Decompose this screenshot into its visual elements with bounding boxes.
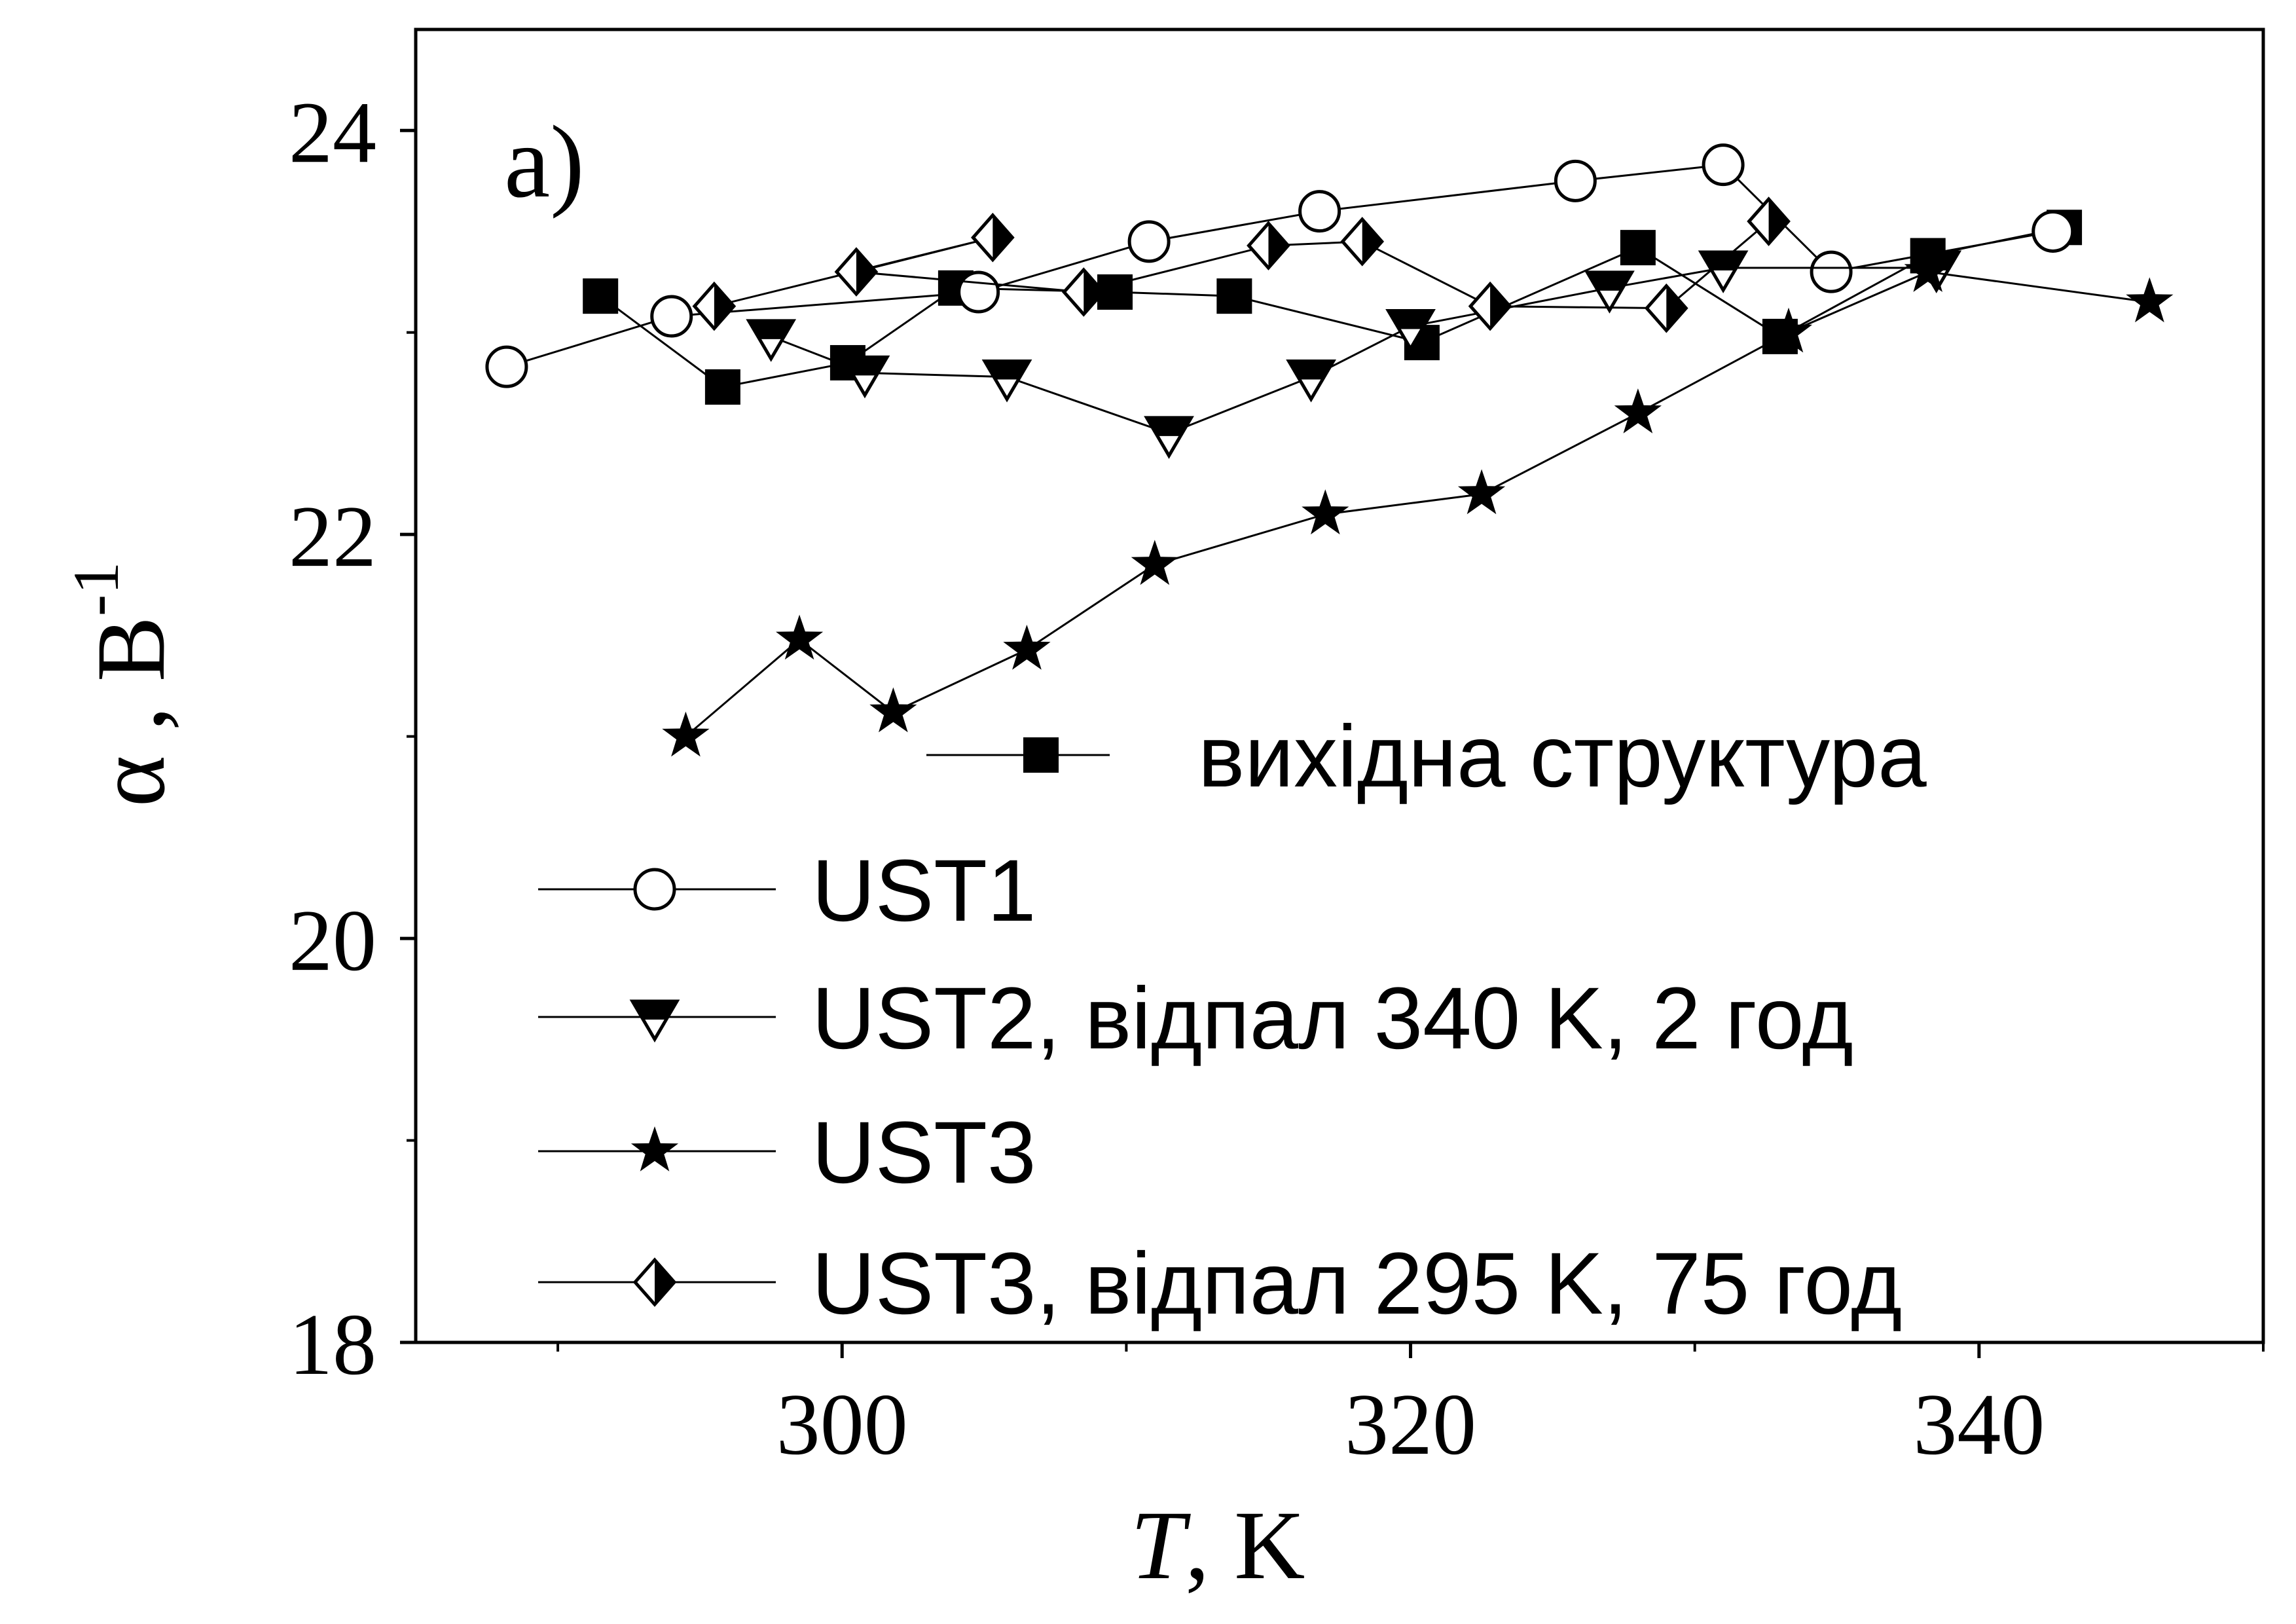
data-point (692, 281, 737, 331)
legend-marker (630, 1126, 679, 1172)
legend-label: UST3 (812, 1104, 1036, 1202)
data-point (839, 355, 890, 399)
legend-marker (629, 999, 680, 1043)
legend-entry: UST3, відпал 295 K, 75 год (538, 1235, 1902, 1333)
data-point (1061, 267, 1106, 317)
series-4 (662, 247, 2174, 757)
legend-label: UST3, відпал 295 K, 75 год (812, 1235, 1902, 1333)
data-point (485, 345, 528, 388)
panel-label: a) (504, 105, 585, 219)
data-point (970, 212, 1015, 263)
data-point (1644, 283, 1688, 333)
data-point (1286, 360, 1336, 403)
data-point (1340, 217, 1385, 267)
data-point (1127, 220, 1171, 263)
data-point (1003, 625, 1051, 670)
data-point (1764, 307, 1813, 353)
axes (400, 128, 2265, 1358)
data-point (869, 687, 917, 733)
series-2 (485, 143, 2075, 388)
legend-label: UST2, відпал 340 K, 2 год (812, 970, 1853, 1067)
x-tick-labels: 300 320 340 (776, 1376, 2045, 1473)
data-point (746, 319, 797, 362)
data-point (1457, 469, 1506, 515)
y-axis-separator: , (77, 682, 185, 756)
x-axis-symbol: T (1131, 1491, 1192, 1600)
legend-entry: UST1 (538, 842, 1036, 940)
data-point (1747, 196, 1791, 246)
data-point (583, 278, 619, 314)
data-point (1302, 489, 1349, 535)
x-axis-unit: , K (1185, 1491, 1305, 1600)
plot-frame (414, 28, 2265, 1344)
data-point (650, 295, 693, 338)
y-tick-label: 22 (289, 488, 376, 585)
data-point (1698, 250, 1749, 293)
data-point (957, 270, 1000, 314)
data-point (1298, 190, 1341, 233)
data-point (1131, 540, 1178, 585)
data-point (1216, 278, 1252, 314)
data-point (2032, 210, 2075, 253)
legend-entry: UST2, відпал 340 K, 2 год (538, 970, 1853, 1067)
series-layer (485, 143, 2174, 757)
data-point (1614, 388, 1662, 434)
x-tick-label: 340 (1913, 1376, 2045, 1473)
data-point (2126, 277, 2174, 323)
legend-marker (1023, 737, 1059, 773)
data-point (1554, 159, 1597, 202)
data-point (1247, 221, 1290, 270)
data-point (834, 247, 879, 297)
x-tick-label: 320 (1345, 1376, 1476, 1473)
y-tick-labels: 18 20 22 24 (289, 84, 376, 1393)
data-point (1385, 308, 1436, 352)
data-point (1468, 281, 1512, 331)
data-point (1702, 143, 1745, 187)
y-tick-label: 20 (289, 892, 376, 989)
x-axis-title: T, K (1131, 1491, 1305, 1600)
data-point (704, 369, 740, 405)
legend-marker (633, 868, 676, 911)
x-tick-label: 300 (776, 1376, 908, 1473)
legend-marker (632, 1257, 677, 1307)
legend: вихідна структура UST1 UST2, відпал 340 K,… (538, 708, 1927, 1333)
y-tick-label: 24 (289, 84, 376, 181)
y-axis-unit: В (77, 616, 185, 682)
y-axis-exponent: -1 (60, 562, 132, 616)
series-5 (692, 196, 1791, 333)
y-tick-label: 18 (289, 1296, 376, 1393)
data-point (662, 711, 710, 757)
data-point (1620, 230, 1656, 266)
y-axis-symbol: α (77, 756, 185, 807)
data-point (1144, 416, 1194, 459)
legend-entry: вихідна структура (926, 708, 1927, 805)
data-point (1810, 250, 1853, 293)
legend-label: UST1 (812, 842, 1036, 940)
data-point (1904, 247, 1952, 292)
data-point (776, 614, 824, 660)
data-point (1584, 270, 1635, 314)
data-point (981, 360, 1032, 403)
y-axis-title: α , В-1 (60, 562, 185, 807)
legend-label: вихідна структура (1198, 708, 1927, 805)
legend-entry: UST3 (538, 1104, 1036, 1202)
